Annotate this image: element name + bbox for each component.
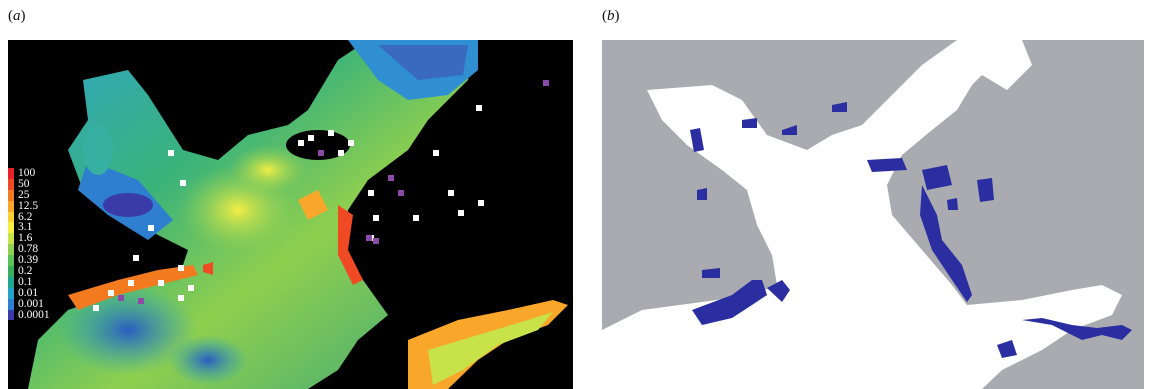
legend-entry: 12.5	[8, 199, 78, 212]
legend-value: 100	[18, 167, 36, 179]
legend-value: 1.6	[18, 232, 33, 245]
legend-swatch	[8, 222, 14, 234]
purple-markers	[118, 80, 549, 304]
legend-entry: 0.2	[8, 265, 78, 278]
legend-value: 0.39	[18, 254, 39, 267]
legend-swatch	[8, 189, 14, 201]
legend-entry: 0.01	[8, 286, 78, 299]
legend-value: 0.78	[18, 243, 39, 256]
legend-entry: 0.78	[8, 243, 78, 256]
colour-scale-legend: 100 50 25 12.5 6.2 3.1 1.6 0.78 0.39 0.2…	[8, 167, 78, 321]
legend-value: 0.1	[18, 275, 33, 288]
legend-entry: 0.39	[8, 254, 78, 267]
legend-swatch	[8, 211, 14, 223]
legend-entry: 0.001	[8, 297, 78, 310]
panel-b-map-graphic	[602, 40, 1132, 389]
legend-value: 0.0001	[18, 308, 50, 321]
legend-value: 0.01	[18, 286, 39, 299]
legend-swatch	[8, 244, 14, 256]
legend-swatch	[8, 309, 14, 321]
panel-a-label: (a)	[8, 8, 26, 24]
legend-swatch	[8, 200, 14, 212]
legend-value: 6.2	[18, 210, 33, 223]
legend-swatch	[8, 287, 14, 299]
legend-value: 25	[18, 188, 30, 201]
legend-entry: 100	[8, 167, 78, 179]
legend-swatch	[8, 255, 14, 267]
legend-entry: 3.1	[8, 221, 78, 234]
legend-swatch	[8, 178, 14, 190]
panel-a-map-graphic	[28, 40, 568, 389]
white-markers	[93, 105, 484, 311]
legend-swatch	[8, 298, 14, 310]
legend-entry: 25	[8, 188, 78, 201]
legend-entry: 50	[8, 177, 78, 190]
legend-value: 0.2	[18, 265, 33, 278]
legend-swatch	[8, 276, 14, 288]
legend-entry: 0.1	[8, 275, 78, 288]
legend-swatch	[8, 168, 14, 179]
panel-a-map: 100 50 25 12.5 6.2 3.1 1.6 0.78 0.39 0.2…	[8, 40, 573, 389]
legend-value: 12.5	[18, 199, 39, 212]
legend-value: 50	[18, 177, 30, 190]
legend-swatch	[8, 266, 14, 277]
legend-swatch	[8, 233, 14, 245]
legend-value: 3.1	[18, 221, 33, 234]
panel-b-label: (b)	[602, 8, 620, 24]
highlighted-regions	[690, 102, 1132, 358]
panel-b-map	[602, 40, 1144, 389]
legend-entry: 6.2	[8, 210, 78, 223]
legend-entry: 1.6	[8, 232, 78, 245]
legend-value: 0.001	[18, 297, 44, 310]
legend-entry: 0.0001	[8, 308, 78, 321]
